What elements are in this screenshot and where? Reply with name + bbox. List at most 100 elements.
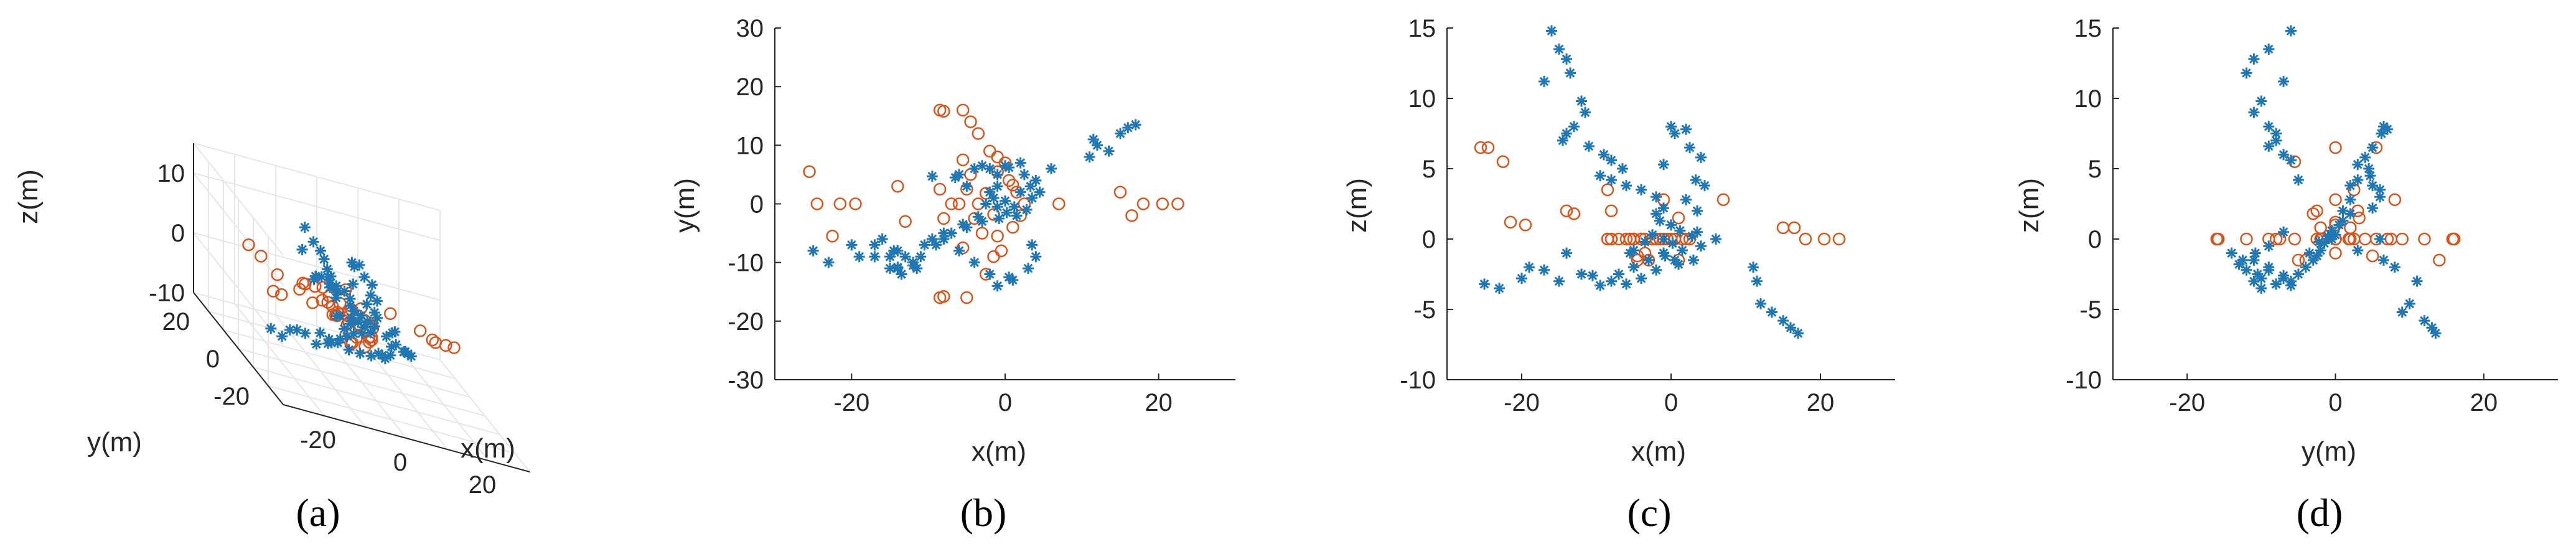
panel-b-star-point	[972, 211, 984, 223]
panel-d-star-point	[2311, 250, 2323, 262]
panel-b-star-point	[853, 251, 865, 263]
panel-c-star-point	[1686, 230, 1698, 242]
panel-c-star-point	[1628, 245, 1639, 256]
panel-a-star-point	[365, 350, 377, 362]
panel-d-circle-point	[2344, 221, 2357, 235]
panel-a-circle-point	[271, 268, 284, 281]
panel-a-star-point	[307, 236, 319, 248]
panel-a-circle-point	[275, 288, 288, 301]
panel-d-circle-point	[2348, 232, 2361, 246]
caption-a-text: (a)	[296, 491, 340, 535]
panel-d-star-point	[2352, 159, 2364, 171]
panel-d-star-point	[2255, 283, 2267, 294]
panel-c-star-point	[1636, 273, 1647, 284]
panel-b-star-point	[884, 263, 896, 275]
panel-b-star-point	[1014, 186, 1026, 198]
panel-b-star-point	[1003, 271, 1015, 283]
panel-d-star-point	[2352, 245, 2364, 256]
panel-d-star-point	[2233, 258, 2245, 270]
panel-b-star-point	[977, 160, 988, 172]
panel-a-ylabel: y(m)	[87, 427, 142, 458]
panel-d-star-point	[2389, 261, 2400, 273]
panel-a-star-point	[332, 337, 344, 349]
panel-c-tick-labels: -20 0 20 -10 -5 0 5 10 15	[1400, 15, 1834, 416]
panel-b-star-point	[984, 163, 996, 174]
panel-c-star-point	[1621, 180, 1632, 192]
panel-a-circle-point	[439, 339, 452, 352]
panel-c-star-point	[1680, 123, 1692, 135]
panel-b-star-point	[884, 251, 896, 263]
panel-a-xtick-label: -20	[300, 426, 336, 454]
panel-a-star-point	[296, 243, 308, 255]
panel-a-star-point	[276, 331, 288, 342]
panel-a-points	[242, 222, 461, 365]
panel-d-circle-point	[2307, 207, 2320, 220]
panel-c-star-point	[1595, 170, 1606, 182]
caption-a: (a)	[296, 491, 340, 535]
panel-d-star-point	[2248, 53, 2260, 65]
panel-c-circle-point	[1604, 204, 1618, 218]
panel-a-y-axis	[193, 292, 284, 405]
panel-a-star-point	[368, 307, 380, 319]
panel-d-circle-point	[2447, 232, 2461, 246]
panel-c-circle-point	[1619, 232, 1633, 246]
panel-b-circle-point	[937, 212, 950, 225]
panel-d-circle-point	[2310, 204, 2323, 218]
panel-b-star-point	[980, 198, 992, 210]
panel-a-star-point	[321, 263, 333, 275]
panel-b-star-point	[899, 251, 911, 263]
panel-c-circle-point	[1787, 221, 1801, 235]
panel-c-xtick-label: 20	[1807, 389, 1835, 416]
panel-d-ytick-label: 5	[2088, 156, 2102, 183]
panel-c-star-point	[1654, 215, 1665, 227]
panel-a-star-point	[365, 289, 377, 301]
panel-c-star-point	[1583, 140, 1595, 152]
panel-c-star-point	[1651, 191, 1662, 203]
panel-d-star-point	[2255, 95, 2267, 107]
panel-d-circle-point	[2329, 193, 2342, 206]
panel-b-star-point	[1011, 210, 1023, 222]
panel-b-star-point	[968, 163, 980, 174]
panel-d-star-point	[2278, 149, 2290, 161]
panel-b-xy-scatter: -20 0 20 -30 -20 -10 0 10 20 30 x(m) y(m) (b)	[670, 15, 1235, 535]
panel-c-star-point	[1695, 240, 1707, 252]
panel-c-xtick-label: -20	[1504, 389, 1540, 416]
panel-d-star-point	[2278, 75, 2290, 87]
panel-d-star-point	[2241, 264, 2252, 276]
panel-a-star-point	[352, 316, 364, 328]
panel-b-star-point	[1008, 201, 1020, 213]
panel-c-star-point	[1546, 25, 1557, 37]
panel-b-star-point	[1130, 119, 1141, 131]
panel-d-xtick-label: -20	[2169, 389, 2205, 416]
panel-c-circle-point	[1612, 232, 1626, 246]
panel-b-star-point	[869, 239, 881, 251]
panel-b-circle-point	[849, 197, 862, 210]
panel-c-ytick-label: 5	[1422, 156, 1436, 183]
panel-d-star-point	[2237, 254, 2249, 266]
panel-c-star-point	[1643, 254, 1654, 266]
panel-c-star-point	[1561, 128, 1572, 139]
panel-a-star-point	[315, 245, 326, 256]
panel-b-circle-point	[891, 180, 904, 193]
panel-a-star-point	[377, 349, 388, 361]
panel-c-star-point	[1690, 174, 1702, 186]
panel-a-star-point	[332, 285, 344, 297]
panel-d-star-point	[2344, 194, 2356, 205]
panel-c-star-point	[1524, 261, 1535, 273]
panel-b-star-point	[1026, 239, 1038, 251]
panel-d-circle-point	[2366, 249, 2379, 263]
panel-a-zlabel: z(m)	[13, 169, 44, 224]
panel-b-circle-point	[960, 291, 973, 304]
panel-d-circle-point	[2418, 232, 2431, 246]
panel-d-star-point	[2344, 180, 2356, 192]
panel-b-star-point	[1030, 174, 1042, 186]
panel-c-star-point	[1677, 245, 1688, 256]
panel-d-star-point	[2278, 226, 2290, 238]
panel-b-star-point	[1115, 128, 1126, 139]
panel-a-star-point	[324, 278, 335, 289]
panel-c-circle-point	[1567, 207, 1581, 220]
panel-a-star-point	[330, 280, 342, 292]
panel-d-star-point	[2263, 240, 2275, 252]
panel-a-star-point	[380, 331, 392, 342]
panel-a-circle-point	[447, 341, 461, 354]
